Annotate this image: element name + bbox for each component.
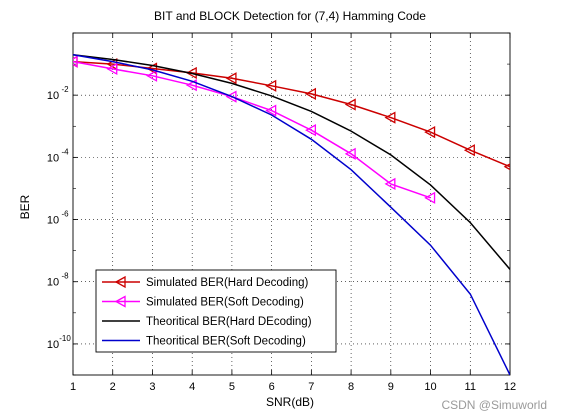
y-tick-exponent: -10 xyxy=(59,334,71,343)
y-tick-label: 10 xyxy=(47,277,59,289)
y-tick-label: 10 xyxy=(47,90,59,102)
y-tick-exponent: -6 xyxy=(61,210,69,219)
legend-label: Simulated BER(Soft Decoding) xyxy=(146,297,304,309)
x-tick-label: 8 xyxy=(348,381,354,393)
series-line-2 xyxy=(73,60,431,199)
chart-title: BIT and BLOCK Detection for (7,4) Hammin… xyxy=(154,9,426,23)
legend-label: Theoritical BER(Hard DEcoding) xyxy=(146,316,312,328)
series-1-point xyxy=(503,163,510,171)
series-1-point xyxy=(225,72,237,85)
legend-box xyxy=(95,269,337,353)
series-1-point xyxy=(463,144,475,157)
y-axis-label: BER xyxy=(18,194,32,219)
x-tick-label: 10 xyxy=(424,381,436,393)
x-axis-label: SNR(dB) xyxy=(266,395,314,409)
series-2-point xyxy=(305,124,317,137)
legend-label: Simulated BER(Hard Decoding) xyxy=(146,277,309,289)
x-tick-label: 7 xyxy=(308,381,314,393)
series-2-point xyxy=(185,79,197,92)
legend-label: Theoritical BER(Soft Decoding) xyxy=(146,336,306,348)
series-2-point xyxy=(225,90,237,103)
x-tick-label: 12 xyxy=(504,381,516,393)
series-2-point xyxy=(344,147,356,160)
series-1-point xyxy=(344,98,356,111)
legend: Simulated BER(Hard Decoding) Simulated BE… xyxy=(95,269,337,353)
series-layer xyxy=(73,53,510,375)
legend-swatch-marker xyxy=(114,295,126,308)
series-line-3 xyxy=(73,53,510,270)
x-tick-label: 9 xyxy=(388,381,394,393)
series-1-point xyxy=(424,125,436,139)
series-2-point xyxy=(265,104,277,117)
series-1-point xyxy=(185,66,197,80)
series-2-point xyxy=(106,62,118,76)
series-line-4 xyxy=(73,53,510,375)
x-tick-label: 1 xyxy=(70,381,76,393)
series-2-point xyxy=(424,191,436,204)
y-tick-exponent: -2 xyxy=(61,85,69,94)
plot-frame xyxy=(72,32,511,376)
series-1-point xyxy=(384,111,396,124)
y-tick-label: 10 xyxy=(47,339,59,351)
x-tick-label: 4 xyxy=(189,381,195,393)
y-tick-label: 10 xyxy=(47,215,59,227)
x-tick-label: 2 xyxy=(110,381,116,393)
series-1-point xyxy=(305,87,317,100)
y-tick-label: 10 xyxy=(47,152,59,164)
legend-swatch-marker xyxy=(114,275,126,289)
x-tick-label: 3 xyxy=(149,381,155,393)
series-2-point xyxy=(384,177,396,191)
series-2-point xyxy=(146,69,158,82)
series-group xyxy=(73,53,510,375)
series-1-point xyxy=(265,79,277,92)
x-tick-label: 11 xyxy=(465,381,476,393)
y-tick-exponent: -4 xyxy=(61,147,69,156)
y-tick-exponent: -8 xyxy=(61,272,69,281)
series-2-point xyxy=(73,55,78,68)
x-tick-label: 5 xyxy=(229,381,235,393)
watermark: CSDN @Simuworld xyxy=(441,398,547,412)
x-tick-label: 6 xyxy=(269,381,275,393)
